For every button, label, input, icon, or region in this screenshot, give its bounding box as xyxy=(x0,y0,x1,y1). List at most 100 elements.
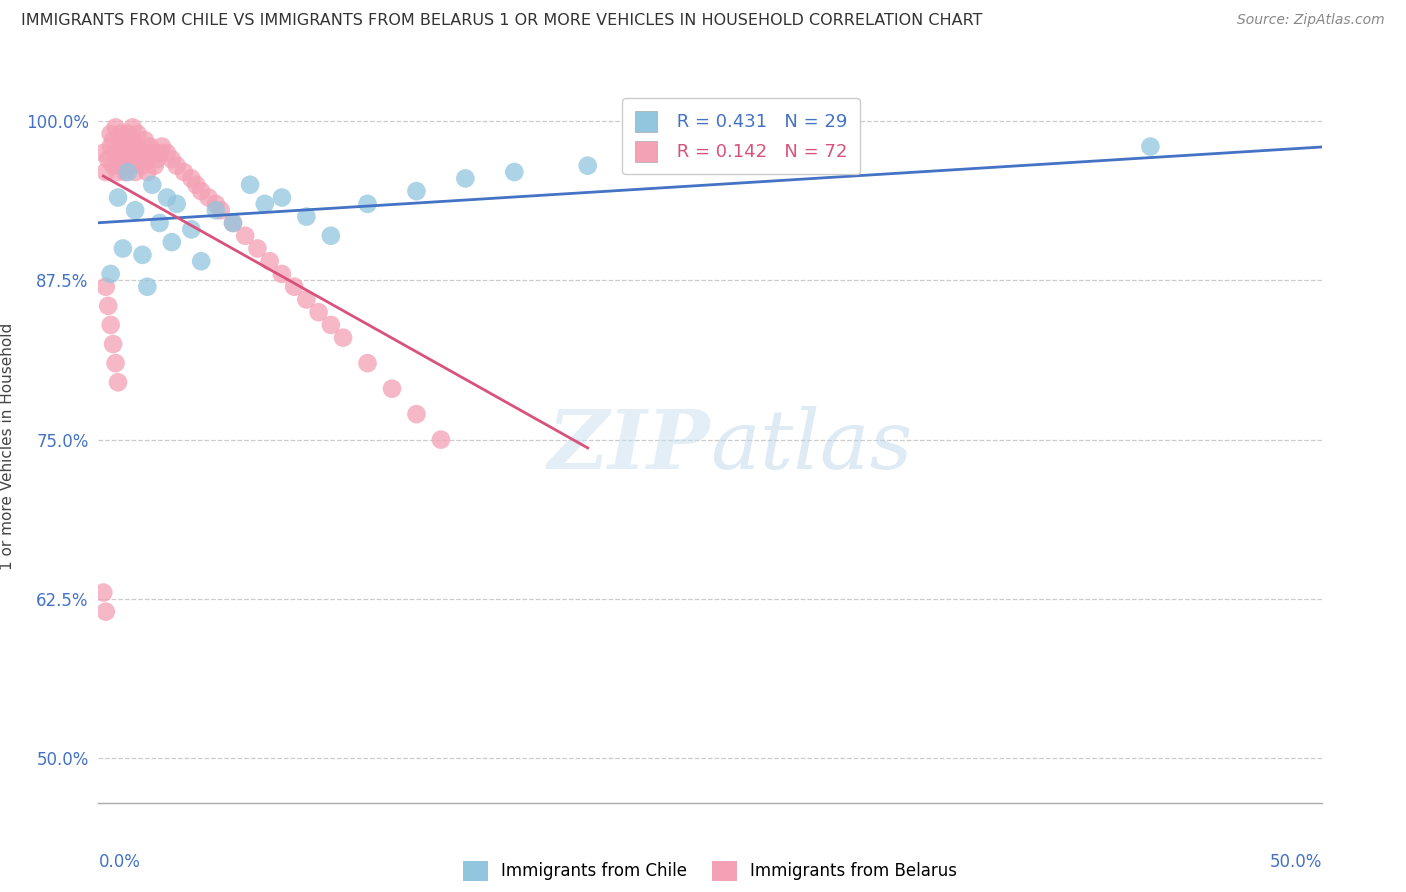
Text: ZIP: ZIP xyxy=(547,406,710,486)
Point xyxy=(124,165,146,179)
Point xyxy=(104,356,127,370)
Point xyxy=(356,197,378,211)
Point xyxy=(381,382,404,396)
Point xyxy=(117,139,139,153)
Text: 0.0%: 0.0% xyxy=(98,853,141,871)
Point xyxy=(405,407,427,421)
Point xyxy=(650,153,672,167)
Y-axis label: 1 or more Vehicles in Household: 1 or more Vehicles in Household xyxy=(0,322,14,570)
Point xyxy=(205,197,228,211)
Point xyxy=(166,159,188,173)
Text: 50.0%: 50.0% xyxy=(1270,853,1322,871)
Point xyxy=(190,254,212,268)
Point xyxy=(131,248,153,262)
Text: atlas: atlas xyxy=(710,406,912,486)
Point xyxy=(160,235,183,249)
Point xyxy=(111,159,134,173)
Point xyxy=(149,145,172,160)
Point xyxy=(124,203,146,218)
Point xyxy=(222,216,245,230)
Point xyxy=(107,376,129,390)
Point xyxy=(97,153,120,167)
Point xyxy=(180,222,202,236)
Point xyxy=(149,216,172,230)
Point xyxy=(111,133,134,147)
Point xyxy=(110,127,132,141)
Point xyxy=(454,171,477,186)
Point xyxy=(576,159,599,173)
Text: IMMIGRANTS FROM CHILE VS IMMIGRANTS FROM BELARUS 1 OR MORE VEHICLES IN HOUSEHOLD: IMMIGRANTS FROM CHILE VS IMMIGRANTS FROM… xyxy=(21,13,983,29)
Point xyxy=(166,197,188,211)
Point xyxy=(156,145,179,160)
Point xyxy=(127,139,149,153)
Point xyxy=(100,139,122,153)
Point xyxy=(117,127,139,141)
Point xyxy=(295,210,318,224)
Point xyxy=(97,299,120,313)
Point xyxy=(100,267,122,281)
Point xyxy=(139,139,162,153)
Point xyxy=(156,190,179,204)
Point xyxy=(209,203,232,218)
Point xyxy=(124,153,146,167)
Point xyxy=(91,145,114,160)
Point xyxy=(94,165,117,179)
Point xyxy=(117,165,139,179)
Point xyxy=(319,318,342,332)
Legend: Immigrants from Chile, Immigrants from Belarus: Immigrants from Chile, Immigrants from B… xyxy=(456,855,965,888)
Point xyxy=(100,127,122,141)
Point xyxy=(173,165,195,179)
Point xyxy=(222,216,245,230)
Point xyxy=(246,242,269,256)
Point xyxy=(104,145,127,160)
Point xyxy=(101,337,124,351)
Point xyxy=(136,279,159,293)
Point xyxy=(104,120,127,135)
Point xyxy=(121,133,143,147)
Point xyxy=(270,190,294,204)
Point xyxy=(405,184,427,198)
Point xyxy=(107,190,129,204)
Point xyxy=(111,145,134,160)
Point xyxy=(94,605,117,619)
Point xyxy=(239,178,262,192)
Point xyxy=(180,171,202,186)
Point xyxy=(111,242,134,256)
Point xyxy=(101,159,124,173)
Point xyxy=(94,279,117,293)
Point xyxy=(120,145,142,160)
Point xyxy=(319,228,342,243)
Point xyxy=(146,153,169,167)
Point xyxy=(190,184,212,198)
Point xyxy=(136,165,159,179)
Point xyxy=(270,267,294,281)
Point xyxy=(136,153,159,167)
Point xyxy=(120,159,142,173)
Point xyxy=(160,153,183,167)
Point xyxy=(131,159,153,173)
Point xyxy=(143,159,166,173)
Point xyxy=(107,153,129,167)
Point xyxy=(186,178,208,192)
Point xyxy=(110,139,132,153)
Point xyxy=(100,318,122,332)
Point xyxy=(107,165,129,179)
Point xyxy=(127,127,149,141)
Point xyxy=(430,433,453,447)
Point xyxy=(114,153,136,167)
Point xyxy=(114,165,136,179)
Point xyxy=(197,190,219,204)
Point xyxy=(134,133,156,147)
Point xyxy=(131,145,153,160)
Point xyxy=(332,331,354,345)
Point xyxy=(150,139,173,153)
Text: Source: ZipAtlas.com: Source: ZipAtlas.com xyxy=(1237,13,1385,28)
Point xyxy=(205,203,228,218)
Point xyxy=(259,254,281,268)
Point xyxy=(295,293,318,307)
Point xyxy=(101,133,124,147)
Point xyxy=(253,197,276,211)
Point xyxy=(233,228,256,243)
Point xyxy=(91,585,114,599)
Point xyxy=(283,279,305,293)
